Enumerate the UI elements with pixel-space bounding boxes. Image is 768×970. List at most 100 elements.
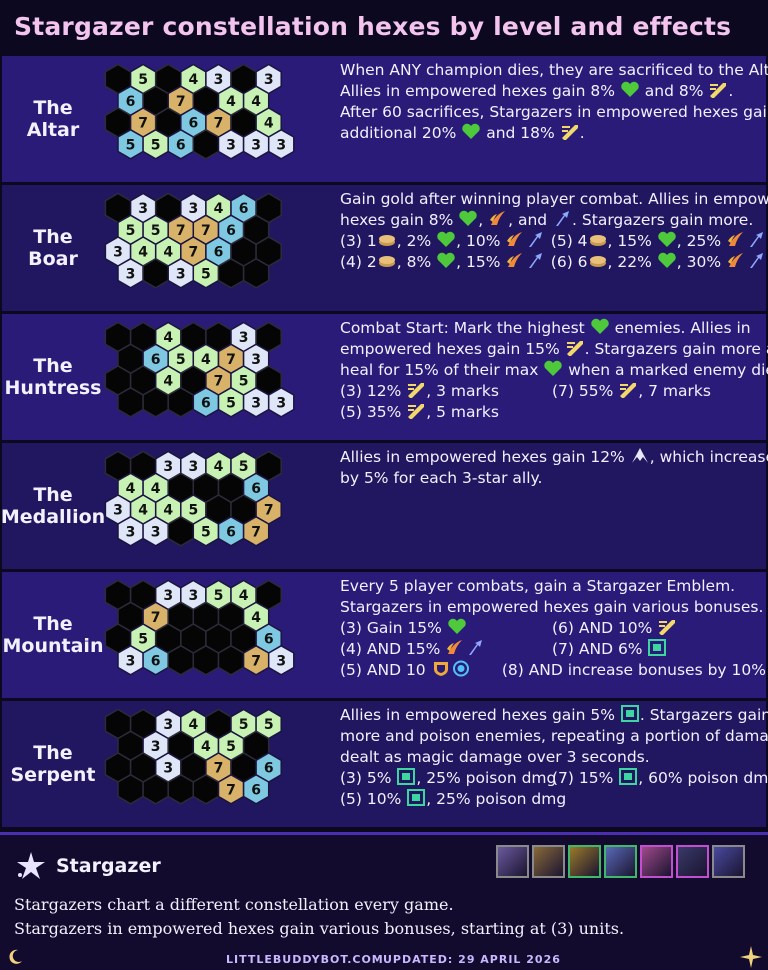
hex-tile: 3: [242, 386, 270, 418]
heart-icon: [448, 618, 466, 634]
svg-text:6: 6: [176, 137, 186, 153]
tier-col: (4) 2 , 8% , 15%: [340, 252, 551, 273]
svg-text:3: 3: [163, 588, 173, 604]
desc-text: Allies in empowered hexes gain 12%: [340, 448, 630, 466]
desc-tier-line: (5) 35% , 5 marks: [340, 402, 766, 423]
hex-empty: [242, 257, 270, 289]
omnivamp-icon: [397, 768, 416, 785]
desc-line: empowered hexes gain 15% . Stargazers ga…: [340, 339, 768, 360]
desc-line: hexes gain 8% , , and . Stargazers gain …: [340, 210, 766, 231]
desc-text: (7) 15%: [552, 769, 619, 787]
desc-tier-line: (3) 5% , 25% poison dmg (7) 15% , 60% poi…: [340, 768, 768, 789]
desc-text: (8) AND increase bonuses by 10%: [501, 661, 766, 679]
svg-text:7: 7: [151, 610, 161, 626]
svg-text:5: 5: [201, 524, 211, 540]
desc-text: , 8%: [396, 253, 437, 271]
svg-text:7: 7: [138, 116, 148, 132]
omnivamp-icon: [620, 705, 639, 722]
desc-text: , 7 marks: [638, 382, 711, 400]
bolt-icon: [750, 253, 763, 268]
hex-tile: 5: [192, 515, 220, 547]
svg-text:5: 5: [264, 717, 274, 733]
desc-text: , 25% poison dmg: [426, 790, 567, 808]
svg-text:4: 4: [163, 503, 173, 519]
svg-text:7: 7: [226, 782, 236, 798]
desc-line: Every 5 player combats, gain a Stargazer…: [340, 576, 766, 597]
svg-text:3: 3: [126, 653, 136, 669]
constellation-name: The Medallion: [0, 484, 106, 528]
svg-text:4: 4: [226, 94, 236, 110]
trait-description-line: Stargazers in empowered hexes gain vario…: [14, 919, 625, 938]
svg-text:5: 5: [188, 503, 198, 519]
svg-text:7: 7: [176, 223, 186, 239]
hex-tile: 6: [192, 386, 220, 418]
claw-icon: [728, 232, 743, 246]
desc-text: , and: [508, 211, 553, 229]
desc-line: Combat Start: Mark the highest enemies. …: [340, 318, 766, 339]
hex-grid: 3 4 5 53 4 53 7 67 6: [104, 708, 282, 805]
tier-col: (3) 5% , 25% poison dmg: [340, 768, 556, 789]
svg-text:3: 3: [276, 395, 286, 411]
svg-text:3: 3: [251, 395, 261, 411]
constellation-name: The Huntress: [4, 355, 102, 399]
stargazer-icon: [17, 852, 45, 879]
tier-col: (5) 10% , 25% poison dmg: [340, 789, 566, 810]
desc-text: hexes gain 8%: [340, 211, 459, 229]
heart-icon: [544, 360, 563, 376]
desc-text: , 25% poison dmg: [416, 769, 557, 787]
desc-text: and 18%: [481, 124, 560, 142]
hex-tile: 7: [242, 515, 270, 547]
svg-text:4: 4: [138, 503, 148, 519]
svg-text:3: 3: [276, 653, 286, 669]
desc-text: . Stargazers gain: [639, 706, 768, 724]
tier-col: (5) AND 10: [340, 660, 502, 681]
hex-tile: 3: [217, 128, 245, 160]
tier-col: (4) AND 15%: [340, 639, 552, 660]
svg-text:3: 3: [163, 761, 173, 777]
champion-portrait-6: [676, 845, 709, 878]
svg-text:3: 3: [163, 717, 173, 733]
svg-text:4: 4: [251, 610, 261, 626]
gold-icon: [378, 235, 395, 246]
heart-icon: [658, 252, 676, 268]
tier-col: (7) 55% , 7 marks: [552, 381, 711, 402]
desc-text: , 22%: [607, 253, 657, 271]
svg-text:7: 7: [214, 374, 224, 390]
desc-text: (6) AND 10%: [552, 619, 658, 637]
claw-icon: [728, 253, 743, 267]
svg-text:3: 3: [138, 201, 148, 217]
svg-text:5: 5: [138, 72, 148, 88]
svg-text:6: 6: [251, 782, 261, 798]
hex-empty: [167, 386, 195, 418]
desc-line: heal for 15% of their max when a marked …: [340, 360, 768, 381]
champion-portrait-3: [568, 845, 601, 878]
svg-text:7: 7: [188, 245, 198, 261]
svg-text:6: 6: [264, 761, 274, 777]
svg-text:4: 4: [163, 374, 173, 390]
svg-text:6: 6: [201, 395, 211, 411]
hex-empty: [142, 386, 169, 418]
wing-icon: [631, 448, 648, 463]
svg-text:4: 4: [214, 459, 224, 475]
desc-tier-line: (5) 10% , 25% poison dmg: [340, 789, 766, 810]
desc-text: Allies in empowered hexes gain 5%: [340, 706, 620, 724]
desc-text: , 15%: [456, 253, 506, 271]
svg-text:4: 4: [138, 245, 148, 261]
hex-empty: [217, 644, 245, 676]
mr-icon: [452, 660, 469, 677]
svg-text:7: 7: [226, 352, 236, 368]
svg-text:6: 6: [188, 116, 198, 132]
stargazer-emblem-icon: [712, 845, 745, 878]
heart-icon: [459, 210, 477, 226]
sword-icon: [408, 383, 425, 398]
desc-line: After 60 sacrifices, Stargazers in empow…: [340, 102, 768, 123]
svg-text:4: 4: [214, 201, 224, 217]
svg-text:3: 3: [151, 524, 161, 540]
trait-description-line: Stargazers chart a different constellati…: [14, 895, 454, 914]
desc-line: Allies in empowered hexes gain 8% and 8%…: [340, 81, 766, 102]
constellation-description: Combat Start: Mark the highest enemies. …: [340, 318, 768, 423]
desc-text: (6) 6: [550, 253, 588, 271]
desc-text: additional 20%: [340, 124, 462, 142]
claw-icon: [507, 232, 523, 246]
hex-tile: 3: [117, 644, 144, 676]
